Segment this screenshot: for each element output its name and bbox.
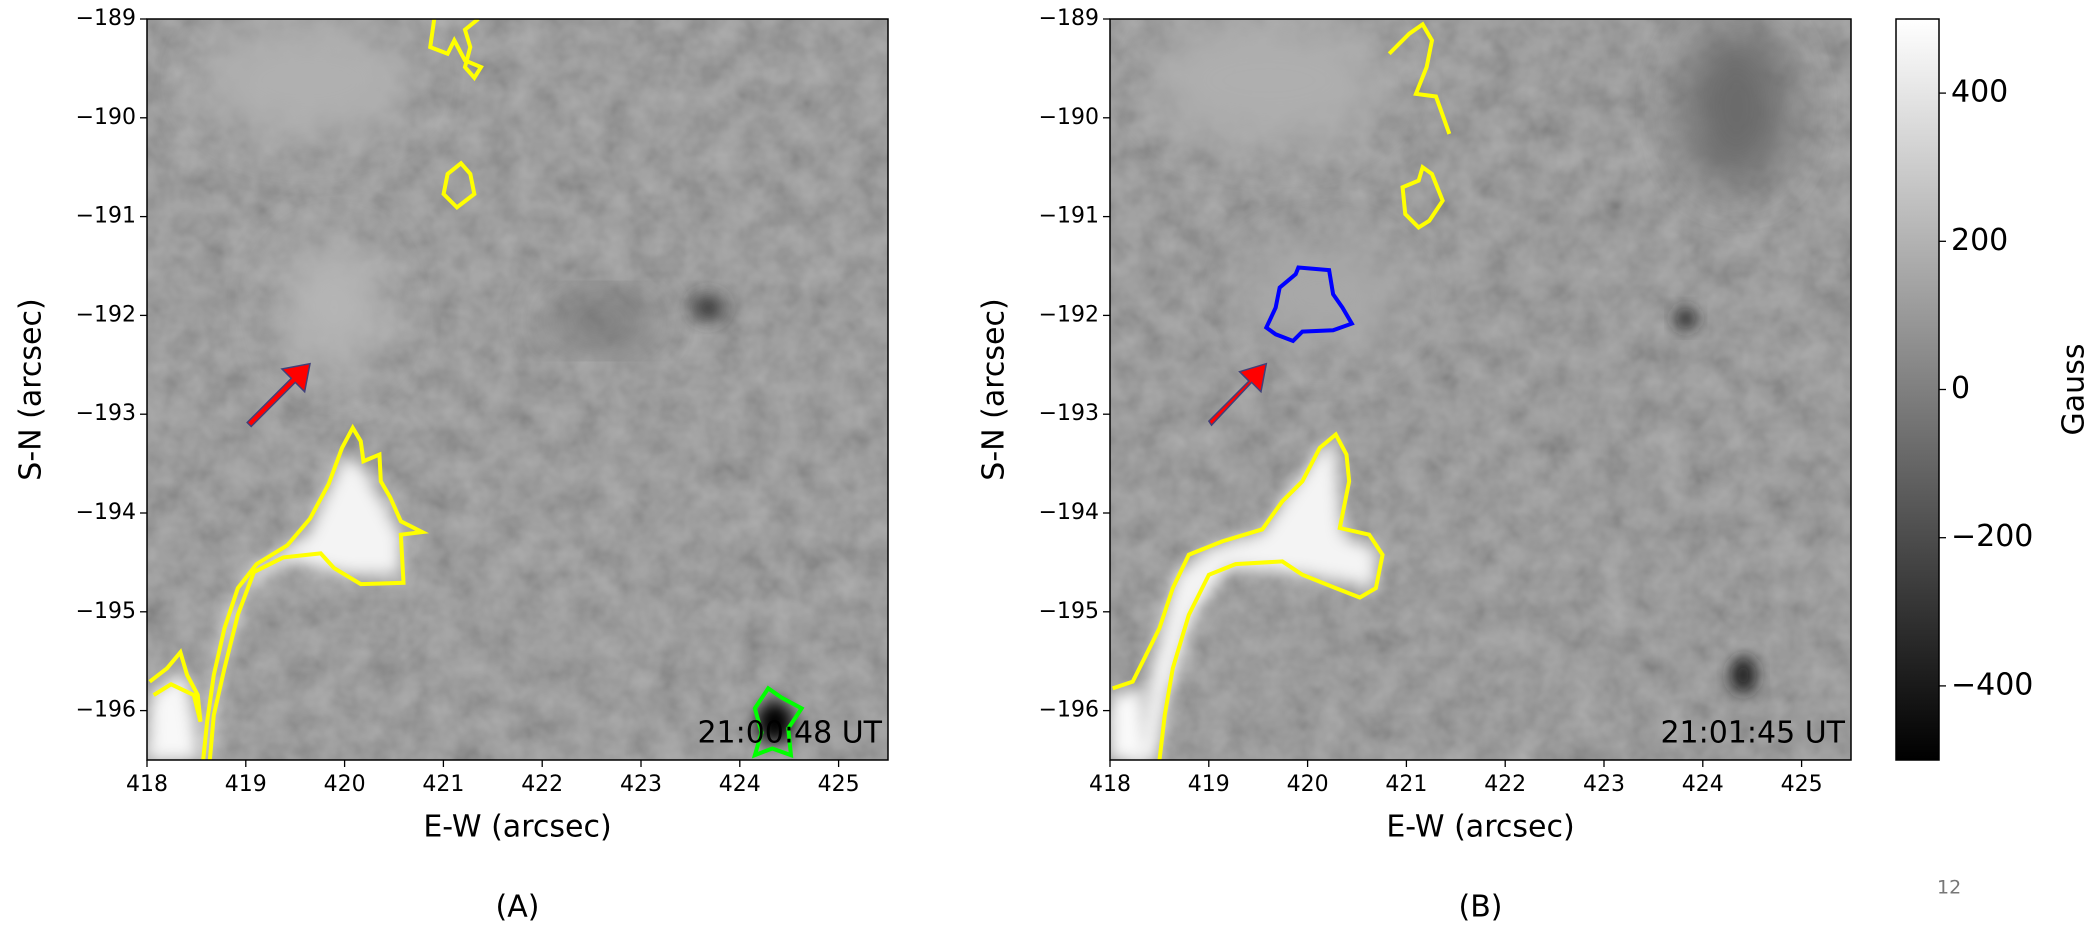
y-tick-label: −195 (1039, 599, 1099, 624)
y-tick-label: −193 (1039, 401, 1099, 426)
x-tick-label: 423 (1583, 772, 1625, 797)
colorbar-tick-label: −400 (1951, 667, 2033, 702)
y-tick-label: −190 (76, 105, 136, 130)
colorbar-tick-label: 400 (1951, 75, 2008, 110)
y-axis-label: S-N (arcsec) (14, 298, 49, 480)
timestamp: 21:01:45 UT (1660, 716, 1845, 751)
y-tick-label: −194 (76, 500, 136, 525)
y-tick-label: −191 (1039, 204, 1099, 229)
x-tick-label: 420 (1287, 772, 1329, 797)
x-axis-label: E-W (arcsec) (1386, 810, 1574, 845)
colorbar-tick-label: 200 (1951, 223, 2008, 258)
x-tick-label: 419 (1188, 772, 1230, 797)
x-tick-label: 425 (1781, 772, 1823, 797)
x-tick-label: 425 (818, 772, 860, 797)
colorbar-label: Gauss (2057, 344, 2092, 436)
magnetogram-b (1110, 19, 1851, 760)
y-tick-label: −194 (1039, 500, 1099, 525)
y-tick-label: −195 (76, 599, 136, 624)
x-tick-label: 420 (324, 772, 366, 797)
x-tick-label: 419 (225, 772, 267, 797)
x-tick-label: 421 (1385, 772, 1427, 797)
x-tick-label: 422 (1484, 772, 1526, 797)
y-tick-label: −190 (1039, 105, 1099, 130)
y-tick-label: −196 (76, 698, 136, 723)
plot-frame (146, 18, 889, 761)
y-tick-label: −189 (76, 6, 136, 31)
timestamp: 21:00:48 UT (697, 716, 882, 751)
x-tick-label: 423 (620, 772, 662, 797)
colorbar (1895, 18, 1940, 761)
panel-caption: (A) (496, 890, 540, 925)
y-tick-label: −192 (1039, 302, 1099, 327)
magnetogram-a (147, 19, 888, 760)
y-tick-label: −192 (76, 302, 136, 327)
x-axis-label: E-W (arcsec) (423, 810, 611, 845)
x-tick-label: 418 (126, 772, 168, 797)
x-tick-label: 424 (1682, 772, 1724, 797)
y-tick-label: −191 (76, 204, 136, 229)
slide-number: 12 (1937, 877, 1961, 899)
colorbar-tick-label: 0 (1951, 371, 1970, 406)
x-tick-label: 418 (1089, 772, 1131, 797)
y-tick-label: −189 (1039, 6, 1099, 31)
colorbar-tick-label: −200 (1951, 519, 2033, 554)
plot-frame (1109, 18, 1852, 761)
x-tick-label: 424 (719, 772, 761, 797)
panel-caption: (B) (1459, 890, 1503, 925)
x-tick-label: 421 (422, 772, 464, 797)
y-tick-label: −196 (1039, 698, 1099, 723)
x-tick-label: 422 (521, 772, 563, 797)
y-tick-label: −193 (76, 401, 136, 426)
y-axis-label: S-N (arcsec) (977, 298, 1012, 480)
